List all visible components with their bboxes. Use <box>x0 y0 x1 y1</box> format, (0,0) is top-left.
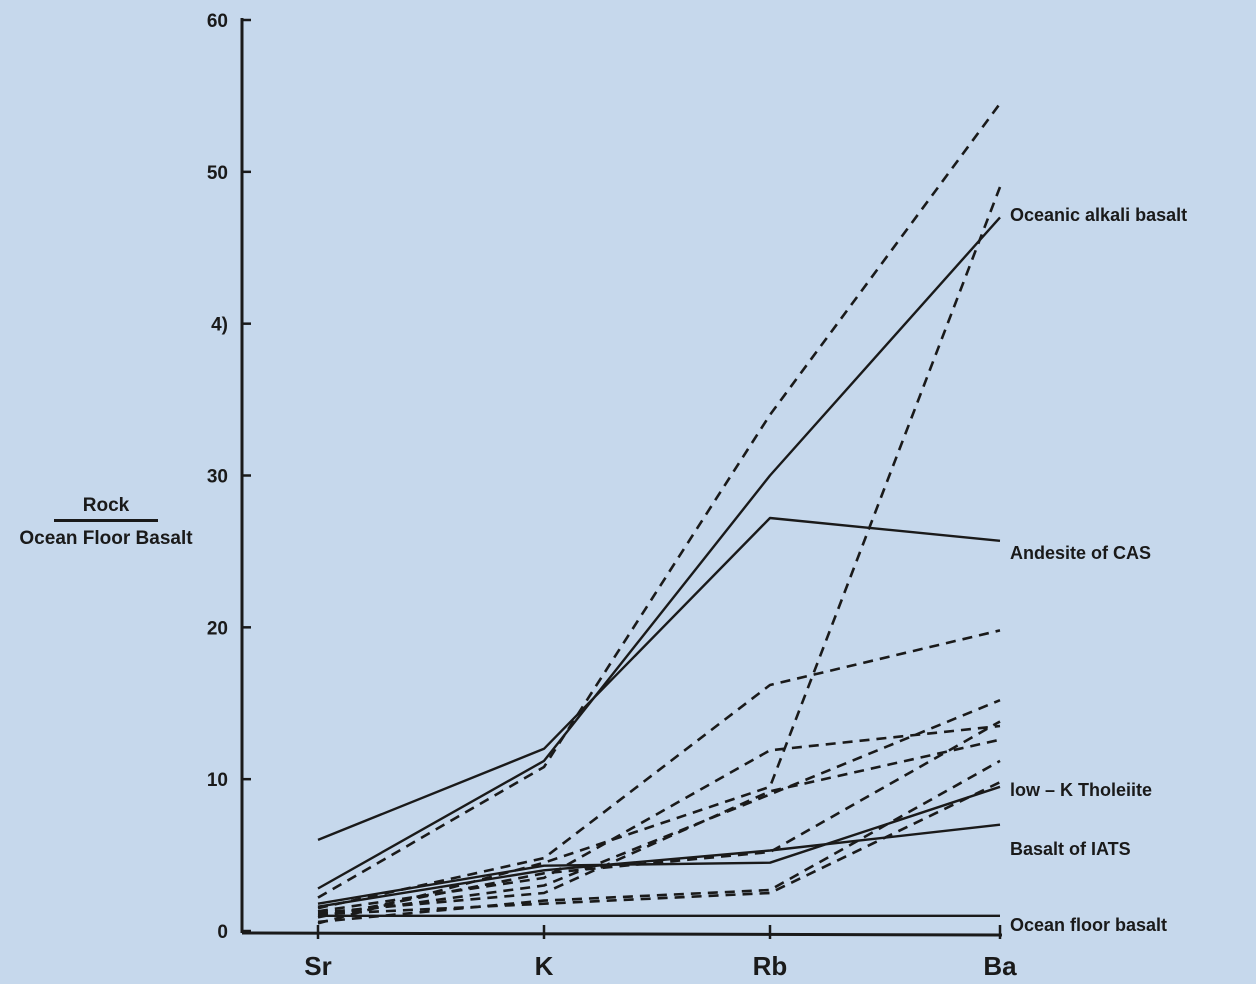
x-axis-line <box>241 931 1003 937</box>
dashed-series-line <box>317 698 1001 918</box>
series-label: Basalt of IATS <box>1010 839 1131 859</box>
dashed-series-line <box>317 720 1001 919</box>
y-axis-label: Rock Ocean Floor Basalt <box>6 495 206 550</box>
series-label: low – K Tholeiite <box>1010 780 1152 800</box>
dashed-series-line <box>317 102 1002 899</box>
dashed-series-line <box>317 629 1001 910</box>
dashed-series-line <box>317 781 1001 916</box>
series-label: Andesite of CAS <box>1010 543 1151 563</box>
y-tick-label: 10 <box>207 770 228 791</box>
y-tick-label: 60 <box>207 11 228 32</box>
series-label: Oceanic alkali basalt <box>1010 205 1187 225</box>
x-tick-label: Ba <box>983 951 1017 979</box>
y-tick-label: 20 <box>207 618 228 639</box>
x-tick-label: K <box>535 951 554 979</box>
y-tick-label: 4) <box>211 315 228 336</box>
y-axis-label-denominator: Ocean Floor Basalt <box>19 528 193 549</box>
x-tick-label: Rb <box>753 951 788 979</box>
series-line <box>317 216 1001 890</box>
dashed-series-line <box>317 724 1001 913</box>
y-tick-label: 50 <box>207 163 228 184</box>
dashed-series-line <box>317 759 1001 924</box>
y-tick-label: 30 <box>207 467 228 488</box>
y-axis-label-numerator: Rock <box>82 495 130 516</box>
y-tick-label: 0 <box>217 922 228 943</box>
x-tick-label: Sr <box>304 951 331 979</box>
series-line <box>317 516 1001 842</box>
series-label: Ocean floor basalt <box>1010 915 1167 935</box>
fraction-bar <box>54 519 158 522</box>
